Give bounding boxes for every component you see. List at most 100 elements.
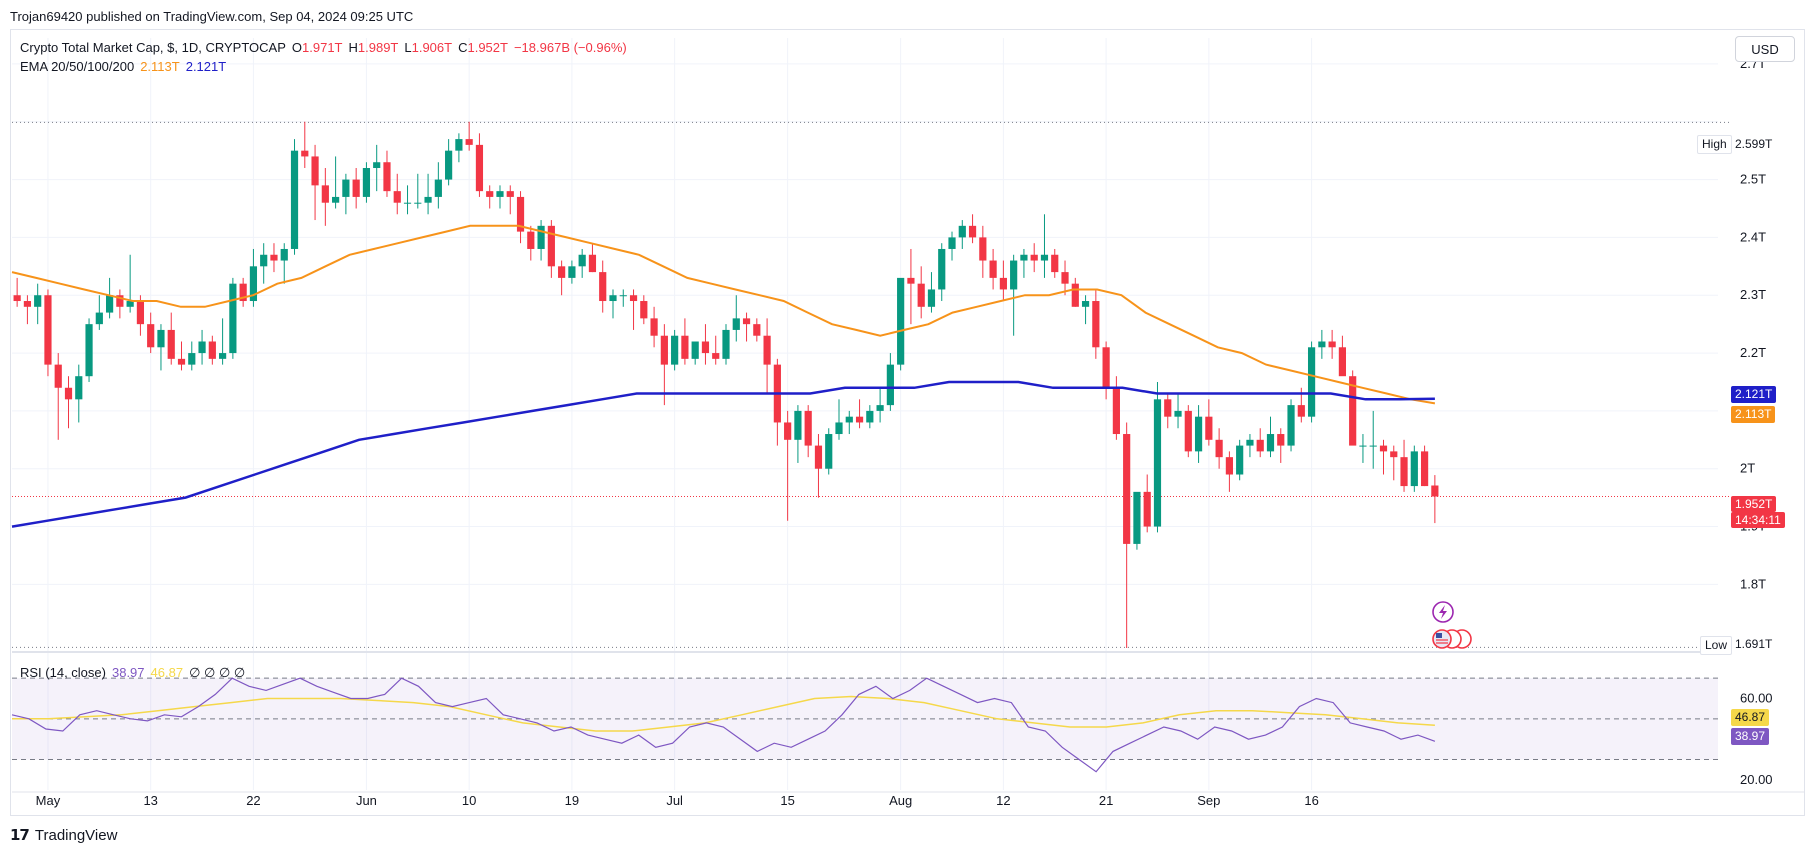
tradingview-logo[interactable]: 𝟭𝟳 TradingView bbox=[10, 826, 117, 845]
us-flag-icon-canton bbox=[1436, 633, 1442, 638]
candle-body bbox=[219, 353, 227, 359]
candle-body bbox=[1266, 434, 1275, 452]
symbol-name[interactable]: Crypto Total Market Cap, $, 1D, CRYPTOCA… bbox=[20, 40, 286, 55]
candle-body bbox=[1112, 387, 1120, 435]
rsi-ma-line bbox=[12, 695, 1435, 732]
price-tick-label: 2.3T bbox=[1740, 287, 1766, 302]
ema200-value: 2.121T bbox=[185, 59, 227, 74]
rsi-lines bbox=[11, 677, 1436, 773]
date-tick-label: Jul bbox=[666, 793, 683, 808]
candle-body bbox=[568, 266, 576, 278]
candle-body bbox=[1379, 445, 1388, 452]
candle-body bbox=[95, 312, 103, 325]
candle-body bbox=[188, 353, 196, 365]
low-label: L bbox=[404, 40, 412, 55]
candle-body bbox=[1369, 445, 1377, 447]
date-tick-label: 13 bbox=[143, 793, 157, 808]
candle-body bbox=[1020, 254, 1028, 261]
tradingview-logo-icon: 𝟭𝟳 bbox=[10, 827, 30, 844]
candle-body bbox=[732, 318, 740, 330]
candle-body bbox=[1092, 301, 1100, 348]
candle-body bbox=[229, 283, 237, 354]
symbol-legend: Crypto Total Market Cap, $, 1D, CRYPTOCA… bbox=[20, 40, 627, 55]
candles bbox=[13, 121, 1439, 648]
candle-body bbox=[1431, 485, 1439, 497]
date-tick-label: 16 bbox=[1304, 793, 1318, 808]
candle-body bbox=[753, 324, 761, 336]
candle-body bbox=[167, 329, 175, 359]
candle-body bbox=[465, 139, 473, 145]
rsi-tick-label: 60.00 bbox=[1740, 691, 1773, 706]
candle-body bbox=[136, 301, 145, 325]
candle-body bbox=[609, 295, 617, 302]
candle-body bbox=[1349, 376, 1357, 446]
ema-label[interactable]: EMA 20/50/100/200 bbox=[20, 59, 135, 74]
candle-body bbox=[1194, 416, 1203, 452]
candle-body bbox=[897, 277, 905, 365]
candle-body bbox=[1061, 272, 1069, 284]
candle-body bbox=[671, 335, 679, 365]
candle-body bbox=[763, 335, 771, 365]
change-value: −18.967B (−0.96%) bbox=[513, 40, 627, 55]
candle-body bbox=[23, 301, 32, 307]
candle-body bbox=[1143, 491, 1151, 527]
low-value: 1.906T bbox=[411, 40, 453, 55]
candle-body bbox=[640, 301, 648, 319]
rsi-ma-tag: 46.87 bbox=[1731, 709, 1770, 726]
high-value: 1.989T bbox=[357, 40, 399, 55]
low-label-tag: Low bbox=[1700, 636, 1733, 655]
candle-body bbox=[506, 191, 514, 197]
close-value: 1.952T bbox=[467, 40, 508, 55]
candle-body bbox=[290, 150, 299, 249]
candle-body bbox=[537, 225, 545, 249]
candle-body bbox=[147, 324, 155, 348]
candle-body bbox=[886, 364, 894, 406]
candle-body bbox=[1010, 260, 1018, 290]
date-tick-label: May bbox=[36, 793, 61, 808]
candle-body bbox=[13, 295, 21, 302]
candle-body bbox=[681, 335, 689, 359]
candle-body bbox=[414, 202, 422, 204]
candle-body bbox=[1297, 405, 1305, 417]
candle-body bbox=[1338, 347, 1346, 377]
currency-button[interactable]: USD bbox=[1735, 36, 1795, 62]
rsi-label[interactable]: RSI (14, close) bbox=[20, 665, 106, 680]
candle-body bbox=[198, 341, 206, 354]
lightning-icon-glyph bbox=[1439, 605, 1447, 619]
candle-body bbox=[968, 225, 977, 238]
candle-body bbox=[1420, 451, 1429, 487]
candle-body bbox=[34, 295, 42, 307]
reference-lines bbox=[12, 121, 1730, 653]
candle-body bbox=[742, 318, 751, 325]
event-icons[interactable] bbox=[1432, 601, 1472, 649]
candle-body bbox=[619, 295, 627, 297]
candle-body bbox=[373, 162, 381, 169]
ema200-price-tag: 2.121T bbox=[1731, 386, 1777, 403]
candle-body bbox=[1225, 457, 1233, 475]
candle-body bbox=[979, 237, 987, 261]
candle-body bbox=[835, 422, 843, 435]
rsi-ma-value: 46.87 bbox=[150, 665, 184, 680]
countdown-tag: 14:34:11 bbox=[1731, 512, 1785, 528]
candle-body bbox=[855, 416, 864, 423]
us-flag-icon[interactable] bbox=[1432, 629, 1452, 649]
ema50-line bbox=[11, 224, 1436, 405]
candle-body bbox=[629, 295, 638, 302]
candle-body bbox=[1184, 410, 1192, 452]
chart-frame bbox=[10, 29, 1805, 816]
last-price-tag: 1.952T bbox=[1731, 496, 1777, 512]
candle-body bbox=[362, 168, 371, 197]
candle-body bbox=[1153, 399, 1162, 527]
candle-body bbox=[1287, 405, 1295, 446]
candle-body bbox=[527, 231, 535, 249]
candle-body bbox=[825, 434, 833, 469]
candle-body bbox=[1081, 301, 1090, 307]
candle-body bbox=[280, 248, 288, 261]
candle-body bbox=[321, 185, 329, 203]
candle-body bbox=[794, 410, 802, 440]
price-tick-label: 2.5T bbox=[1740, 172, 1766, 187]
candle-body bbox=[54, 364, 62, 388]
high-value-tag: 2.599T bbox=[1735, 137, 1773, 151]
candle-body bbox=[208, 341, 216, 359]
